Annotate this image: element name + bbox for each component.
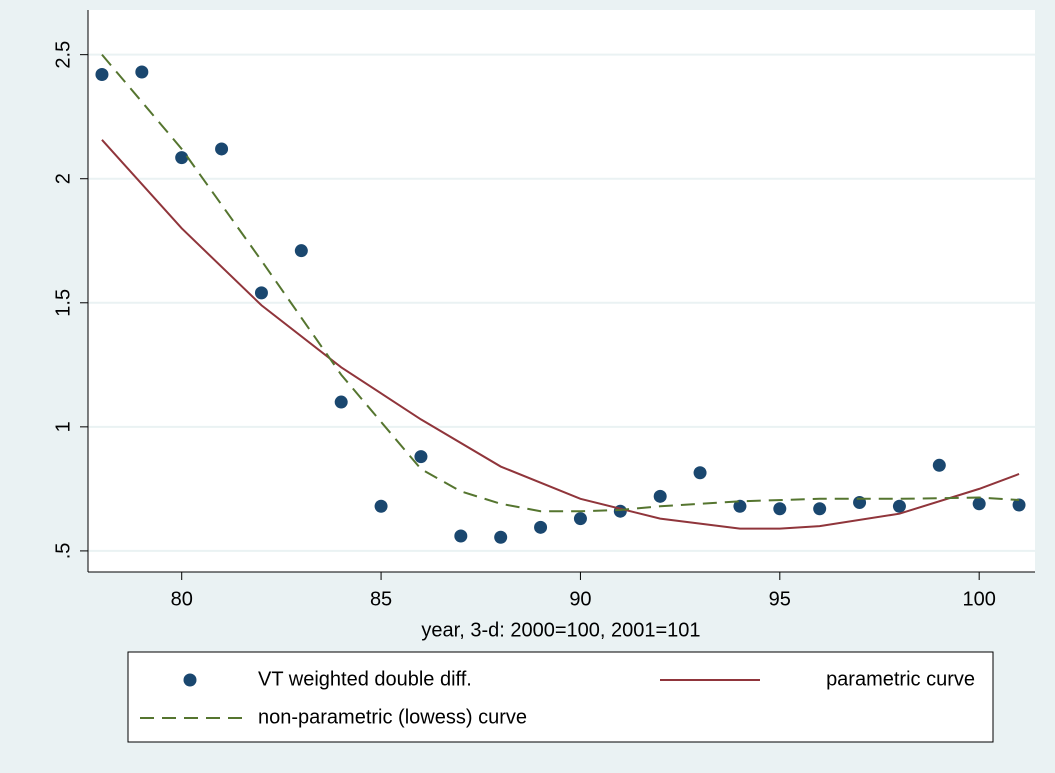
data-point [95,68,109,82]
data-point [972,497,986,511]
legend-marker [183,673,197,687]
data-point [454,529,468,543]
x-tick-label: 95 [769,588,791,610]
legend [127,651,994,743]
plot-area [88,10,1035,572]
y-tick-label: 1.5 [52,289,74,317]
data-point [573,512,587,526]
data-point [653,489,667,503]
data-point [534,520,548,534]
data-point [334,395,348,409]
x-tick-label: 100 [962,588,995,610]
data-point [374,499,388,513]
y-tick-label: .5 [52,543,74,560]
curve [101,54,1020,513]
data-point [932,458,946,472]
data-point [494,530,508,544]
data-point [135,65,149,79]
legend-label: parametric curve [826,668,975,690]
data-point [773,502,787,516]
data-point [175,151,189,165]
data-point [892,499,906,513]
legend-label: VT weighted double diff. [258,668,472,690]
y-tick-label: 2.5 [52,41,74,69]
curve [101,139,1020,530]
data-point [215,142,229,156]
data-point [294,244,308,258]
data-point [693,466,707,480]
data-point [254,286,268,300]
data-point [1012,498,1026,512]
data-point [813,502,827,516]
data-point [414,450,428,464]
data-point [733,499,747,513]
y-tick-label: 2 [52,173,74,184]
legend-label: non-parametric (lowess) curve [258,706,527,728]
x-tick-label: 90 [569,588,591,610]
y-tick-label: 1 [52,421,74,432]
x-axis-title: year, 3-d: 2000=100, 2001=101 [421,619,700,641]
x-tick-label: 85 [370,588,392,610]
x-tick-label: 80 [171,588,193,610]
